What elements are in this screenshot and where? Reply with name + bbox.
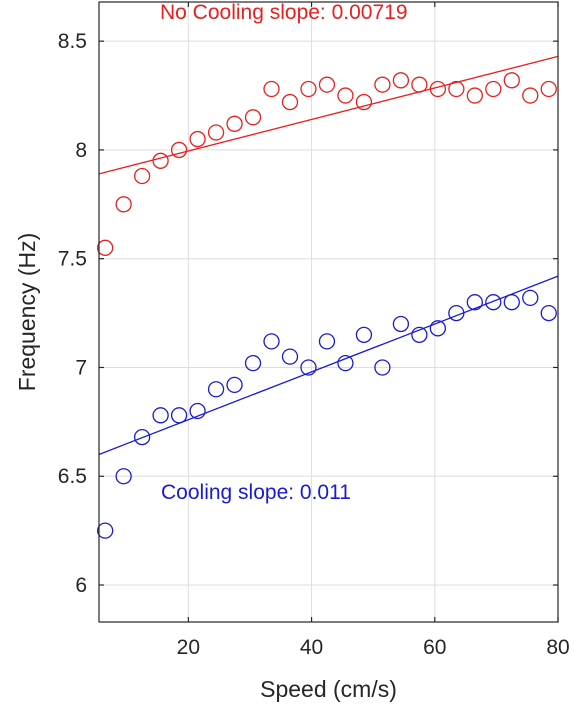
no-cooling-point bbox=[540, 80, 557, 98]
cooling-point bbox=[540, 304, 557, 322]
no-cooling-point bbox=[318, 76, 336, 93]
no-cooling-point bbox=[392, 72, 410, 89]
no-cooling-point bbox=[189, 130, 206, 148]
no-cooling-point bbox=[226, 115, 243, 132]
cooling-point bbox=[281, 348, 299, 365]
no-cooling-point bbox=[374, 76, 391, 93]
no-cooling-slope-annotation: No Cooling slope: 0.00719 bbox=[160, 1, 408, 24]
cooling-point bbox=[115, 468, 132, 485]
cooling-point bbox=[207, 381, 225, 398]
y-tick-label: 8 bbox=[75, 139, 87, 162]
y-tick-label: 8.5 bbox=[58, 30, 87, 53]
data-markers bbox=[97, 72, 557, 539]
no-cooling-point bbox=[244, 109, 262, 126]
no-cooling-point bbox=[337, 87, 354, 104]
no-cooling-point bbox=[207, 124, 225, 141]
no-cooling-point bbox=[429, 80, 447, 98]
no-cooling-point bbox=[466, 87, 483, 104]
cooling-point bbox=[244, 354, 262, 372]
cooling-point bbox=[170, 407, 188, 424]
cooling-point bbox=[429, 320, 447, 337]
no-cooling-point bbox=[355, 93, 373, 111]
cooling-point bbox=[97, 522, 114, 539]
cooling-point bbox=[133, 428, 151, 446]
cooling-point bbox=[226, 376, 243, 394]
y-axis-label: Frequency (Hz) bbox=[14, 233, 40, 391]
plot-area-frame bbox=[98, 1, 559, 623]
cooling-point bbox=[485, 294, 502, 311]
no-cooling-point bbox=[300, 80, 317, 98]
y-tick-label: 7 bbox=[75, 356, 87, 379]
cooling-point bbox=[392, 315, 410, 333]
fit-lines bbox=[98, 55, 559, 456]
cooling-point bbox=[411, 326, 428, 343]
no-cooling-point bbox=[97, 239, 114, 256]
x-tick-label: 80 bbox=[546, 636, 569, 659]
x-tick-label: 20 bbox=[177, 636, 200, 659]
cooling-point bbox=[355, 326, 373, 343]
cooling-point bbox=[374, 359, 391, 376]
cooling-point bbox=[318, 333, 336, 350]
no-cooling-point bbox=[152, 152, 169, 169]
x-tick-label: 40 bbox=[300, 636, 323, 659]
no-cooling-point bbox=[170, 141, 188, 159]
no-cooling-point bbox=[485, 80, 502, 98]
x-axis-label: Speed (cm/s) bbox=[260, 676, 397, 702]
x-tick-label: 60 bbox=[423, 636, 446, 659]
y-tick-label: 7.5 bbox=[58, 248, 87, 271]
cooling-point bbox=[189, 402, 206, 420]
no-cooling-point bbox=[281, 93, 299, 111]
cooling-point bbox=[448, 304, 465, 322]
cooling-slope-annotation: Cooling slope: 0.011 bbox=[161, 481, 351, 504]
no-cooling-fit-line bbox=[98, 55, 559, 175]
cooling-point bbox=[522, 289, 539, 307]
axis-ticks: 20 40 60 80 6 6.5 7 7.5 8 8.5 bbox=[58, 2, 570, 659]
no-cooling-point bbox=[522, 87, 539, 104]
cooling-fit-line bbox=[98, 275, 559, 456]
y-tick-label: 6 bbox=[75, 574, 87, 597]
no-cooling-point bbox=[411, 76, 428, 93]
cooling-point bbox=[152, 407, 169, 424]
cooling-point bbox=[263, 333, 280, 350]
y-tick-label: 6.5 bbox=[58, 465, 87, 488]
no-cooling-point bbox=[133, 167, 151, 185]
no-cooling-point bbox=[115, 196, 132, 213]
cooling-point bbox=[466, 294, 483, 311]
no-cooling-point bbox=[503, 72, 520, 89]
cooling-point bbox=[300, 359, 317, 376]
no-cooling-point bbox=[448, 80, 465, 98]
no-cooling-point bbox=[263, 80, 280, 98]
cooling-point bbox=[337, 354, 354, 372]
cooling-point bbox=[503, 294, 520, 311]
